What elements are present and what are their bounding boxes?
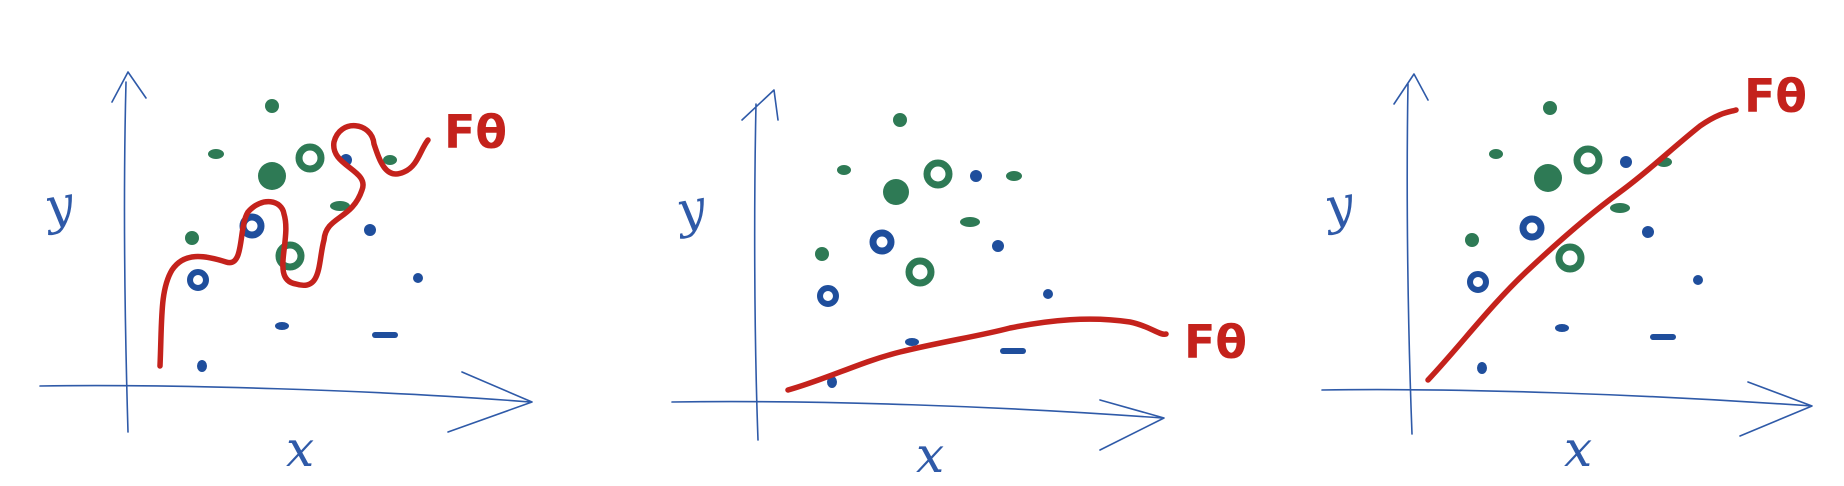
model-curve-underfit — [785, 316, 1169, 393]
x-axis-label: x — [286, 420, 314, 478]
data-points — [815, 113, 1053, 388]
green-point — [330, 201, 350, 211]
blue-point — [364, 224, 376, 236]
panel-good-fit: y x Fθ — [1318, 69, 1813, 478]
green-point — [295, 143, 325, 173]
green-point — [185, 231, 199, 245]
blue-point — [197, 360, 207, 372]
y-axis-arrow — [1393, 73, 1429, 435]
x-axis-label: x — [1564, 420, 1592, 478]
green-point — [383, 155, 397, 165]
blue-point — [1555, 324, 1569, 332]
y-axis-label: y — [1318, 174, 1359, 237]
model-label: Fθ — [444, 105, 507, 159]
model-label: Fθ — [1184, 315, 1247, 369]
green-point — [1610, 203, 1630, 213]
data-points — [1465, 101, 1703, 374]
y-axis-arrow — [741, 89, 779, 441]
blue-point — [970, 170, 982, 182]
x-axis-arrow — [39, 371, 533, 433]
blue-point — [1519, 215, 1545, 241]
green-point — [1465, 233, 1479, 247]
green-point — [1573, 145, 1603, 175]
green-point — [265, 99, 279, 113]
green-point — [1006, 171, 1022, 181]
blue-point — [413, 273, 423, 283]
green-point — [1555, 243, 1585, 273]
blue-point — [1693, 275, 1703, 285]
blue-point — [817, 285, 839, 307]
blue-point — [275, 322, 289, 330]
green-point — [923, 159, 953, 189]
blue-point — [372, 332, 398, 338]
green-point — [1534, 164, 1562, 192]
model-curve-good-fit — [1425, 107, 1739, 383]
blue-point — [869, 229, 895, 255]
green-point — [258, 162, 286, 190]
panel-underfit: y x Fθ — [670, 89, 1247, 484]
x-axis-arrow — [1321, 381, 1813, 437]
blue-point — [1467, 271, 1489, 293]
blue-point — [1650, 334, 1676, 340]
panel-overfit: y x Fθ — [38, 71, 533, 478]
green-point — [893, 113, 907, 127]
green-point — [905, 257, 935, 287]
green-point — [1489, 149, 1503, 159]
green-point — [960, 217, 980, 227]
x-axis-label: x — [916, 426, 944, 484]
green-point — [883, 179, 909, 205]
y-axis-arrow — [111, 71, 147, 433]
data-points — [185, 99, 423, 372]
green-point — [1543, 101, 1557, 115]
green-point — [275, 241, 305, 271]
green-point — [837, 165, 851, 175]
x-axis-arrow — [671, 399, 1165, 451]
blue-point — [1000, 348, 1026, 354]
blue-point — [905, 338, 919, 346]
blue-point — [1642, 226, 1654, 238]
blue-point — [1477, 362, 1487, 374]
blue-point — [187, 269, 209, 291]
blue-point — [1043, 289, 1053, 299]
blue-point — [1620, 156, 1632, 168]
blue-point — [992, 240, 1004, 252]
model-label: Fθ — [1744, 69, 1807, 123]
model-curve-overfit — [157, 122, 431, 369]
blue-point — [827, 376, 837, 388]
y-axis-label: y — [670, 178, 711, 241]
green-point — [815, 247, 829, 261]
green-point — [208, 149, 224, 159]
y-axis-label: y — [38, 174, 79, 237]
